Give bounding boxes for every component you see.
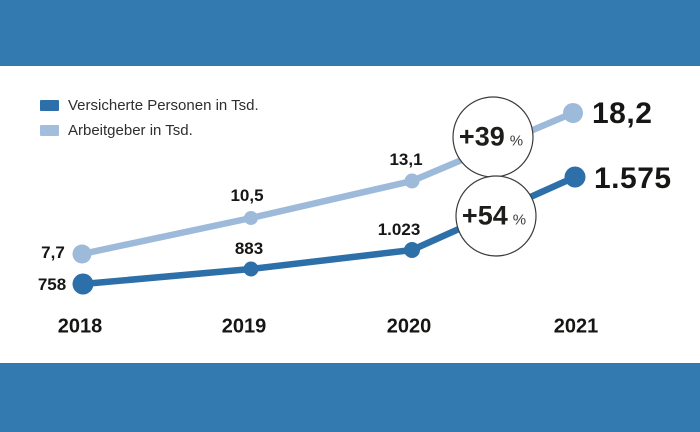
value-label-versicherte-2020: 1.023 xyxy=(377,220,421,239)
bottom-band xyxy=(0,363,700,432)
value-label-versicherte-2018: 758 xyxy=(37,275,67,294)
legend-item-versicherte: Versicherte Personen in Tsd. xyxy=(40,97,259,114)
x-axis-label-2018: 2018 xyxy=(57,315,103,338)
legend-item-arbeitgeber: Arbeitgeber in Tsd. xyxy=(40,122,259,139)
versicherte-point-2020 xyxy=(404,242,420,258)
arbeitgeber-point-2021 xyxy=(563,103,583,123)
value-label-arbeitgeber-2018: 7,7 xyxy=(41,243,65,262)
arbeitgeber-point-2018 xyxy=(72,244,92,264)
legend-swatch-dark-blue xyxy=(40,100,59,111)
arbeitgeber-point-2019 xyxy=(244,211,258,225)
percent-sign: % xyxy=(512,211,527,229)
value-label-versicherte-2019: 883 xyxy=(234,239,264,258)
legend-label-versicherte: Versicherte Personen in Tsd. xyxy=(68,97,259,114)
annotation-plus39-value: +39 xyxy=(458,121,505,152)
x-axis-label-2020: 2020 xyxy=(386,315,432,338)
value-label-arbeitgeber-2020: 13,1 xyxy=(389,150,423,169)
annotation-plus54-value: +54 xyxy=(461,200,508,231)
value-label-arbeitgeber-2021: 18,2 xyxy=(592,97,653,130)
value-label-versicherte-2021: 1.575 xyxy=(594,162,672,195)
value-label-arbeitgeber-2019: 10,5 xyxy=(230,186,264,205)
versicherte-point-2021 xyxy=(564,166,586,188)
legend: Versicherte Personen in Tsd. Arbeitgeber… xyxy=(40,97,259,139)
arbeitgeber-point-2020 xyxy=(404,173,420,189)
annotation-plus54: +54 % xyxy=(462,201,526,232)
legend-label-arbeitgeber: Arbeitgeber in Tsd. xyxy=(68,122,193,139)
top-band xyxy=(0,0,700,66)
x-axis-label-2019: 2019 xyxy=(221,315,267,338)
percent-sign: % xyxy=(509,132,524,150)
versicherte-point-2019 xyxy=(243,261,259,277)
legend-swatch-light-blue xyxy=(40,125,59,136)
versicherte-point-2018 xyxy=(72,273,94,295)
x-axis-label-2021: 2021 xyxy=(553,315,599,338)
annotation-plus39: +39 % xyxy=(459,122,523,153)
annotation-circle-plus54 xyxy=(455,175,537,257)
